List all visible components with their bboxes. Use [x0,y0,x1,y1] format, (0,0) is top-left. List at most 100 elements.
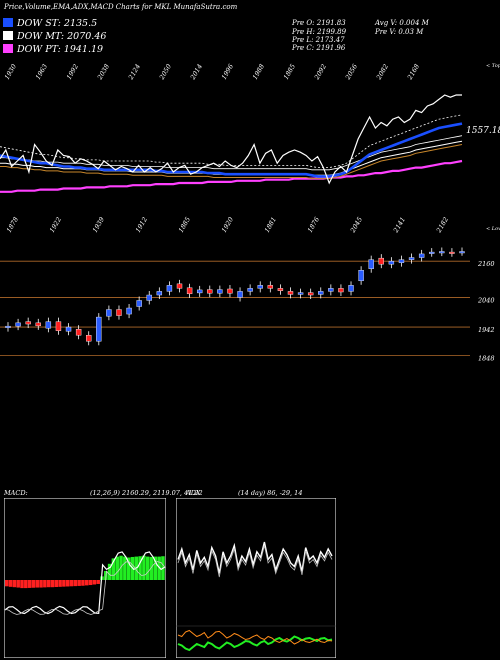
candle-body [116,309,122,316]
macd-histogram-bar [24,580,28,589]
legend-swatch-mt [3,31,13,40]
candle-body [186,287,193,295]
macd-chart [4,498,166,658]
ema-value-label: 1557.18 [466,126,500,136]
macd-label: MACD: [4,489,28,497]
candle-body [358,270,364,282]
stat-pre-close: Pre C: 2191.96 [292,44,346,52]
candle-body [156,291,163,296]
macd-histogram-bar [39,580,43,588]
macd-histogram-bar [35,580,39,588]
axis-tops-label: < Tops [486,63,500,69]
macd-histogram-bar [96,580,100,584]
axis-lows-label: < Lows [486,226,500,232]
legend-swatch-pt [3,44,13,53]
ema-pt-line [0,159,463,193]
macd-histogram-bar [115,556,119,580]
macd-histogram-bar [43,580,47,588]
macd-histogram-bar [119,555,123,580]
adx-plus-line [177,635,333,652]
ema-background [0,55,500,235]
macd-histogram-bar [92,580,97,585]
candle-body [126,307,132,315]
ema-chart: 1930 1963 1992 2038 2124 2050 2014 1996 1988 1885… [0,55,500,235]
macd-histogram-bar [16,580,20,588]
ema-brown-line [0,144,463,180]
candle-body [449,251,455,254]
macd-histogram-bar [31,580,36,588]
adx-line-2 [177,545,333,578]
candle-body [247,288,253,292]
macd-histogram-bar [138,556,142,580]
candle-body [55,321,62,331]
macd-histogram-bar [12,580,17,588]
candle-body [15,322,21,327]
candle-body [65,326,72,332]
macd-histogram-bar [153,556,158,580]
adx-minus-line [177,629,333,645]
macd-histogram-bar [20,580,24,589]
candle-body [368,259,374,269]
candle-body [166,285,173,292]
candle-body [45,321,52,329]
candle-body [176,283,183,289]
macd-histogram-bar [145,556,150,580]
stat-pre-low: Pre L: 2173.47 [292,36,345,44]
candle-body [75,328,82,336]
macd-histogram-bar [85,580,89,586]
candle-body [388,260,395,265]
macd-histogram-bar [149,556,154,580]
candle-body [96,316,102,342]
stat-avg-volume: Avg V: 0.004 M [375,19,429,27]
stat-pre-open: Pre O: 2191.83 [292,19,346,27]
candle-body [207,289,213,294]
macd-histogram-bar [81,580,85,586]
candle-body [196,289,203,294]
price-line [0,94,462,185]
macd-histogram-bar [5,580,9,587]
ema-mt-line-2 [0,135,463,171]
candle-body [217,289,223,294]
macd-histogram-bar [157,556,161,580]
candle-body [318,291,324,295]
candle-body [459,251,465,254]
legend-text-mt: DOW MT: 2070.46 [17,31,107,42]
macd-histogram-bar [50,580,55,588]
macd-histogram-bar [111,558,116,580]
macd-histogram-bar [73,580,78,587]
candle-body [277,288,284,291]
candle-body [378,257,384,265]
macd-histogram-bar [46,580,51,588]
chart-title: Price,Volume,EMA,ADX,MACD Charts for MKL… [4,3,238,11]
candle-body [429,251,435,254]
macd-histogram-bar [62,580,66,587]
candle-body [439,251,445,254]
macd-params: (12,26,9) 2160.29, 2119.07, 41.22 [90,489,203,497]
candle-body [338,288,344,293]
macd-histogram-bar [123,556,127,580]
y-tick-label: 1942 [478,326,495,334]
macd-histogram-bar [88,580,93,586]
macd-line [4,551,166,615]
macd-histogram-bar [142,555,146,580]
candle-body [398,259,405,263]
macd-histogram-bar [65,580,70,587]
candle-body [348,285,354,292]
legend-dow-st: DOW ST: 2135.5 [3,18,97,29]
candle-body [418,253,425,258]
candle-body [257,285,263,289]
candle-body [287,291,294,295]
macd-signal-line [4,561,166,615]
macd-histogram-bar [58,580,62,587]
legend-text-pt: DOW PT: 1941.19 [17,44,104,55]
candle-body [136,300,142,307]
adx-chart [176,498,336,658]
y-tick-label: 1848 [478,354,495,362]
candle-body [5,325,11,328]
candle-body [408,257,415,260]
candle-body [267,285,274,289]
macd-histogram-bar [126,557,131,580]
candle-body [227,288,233,294]
candle-body [35,322,41,327]
candle-body [106,309,112,317]
